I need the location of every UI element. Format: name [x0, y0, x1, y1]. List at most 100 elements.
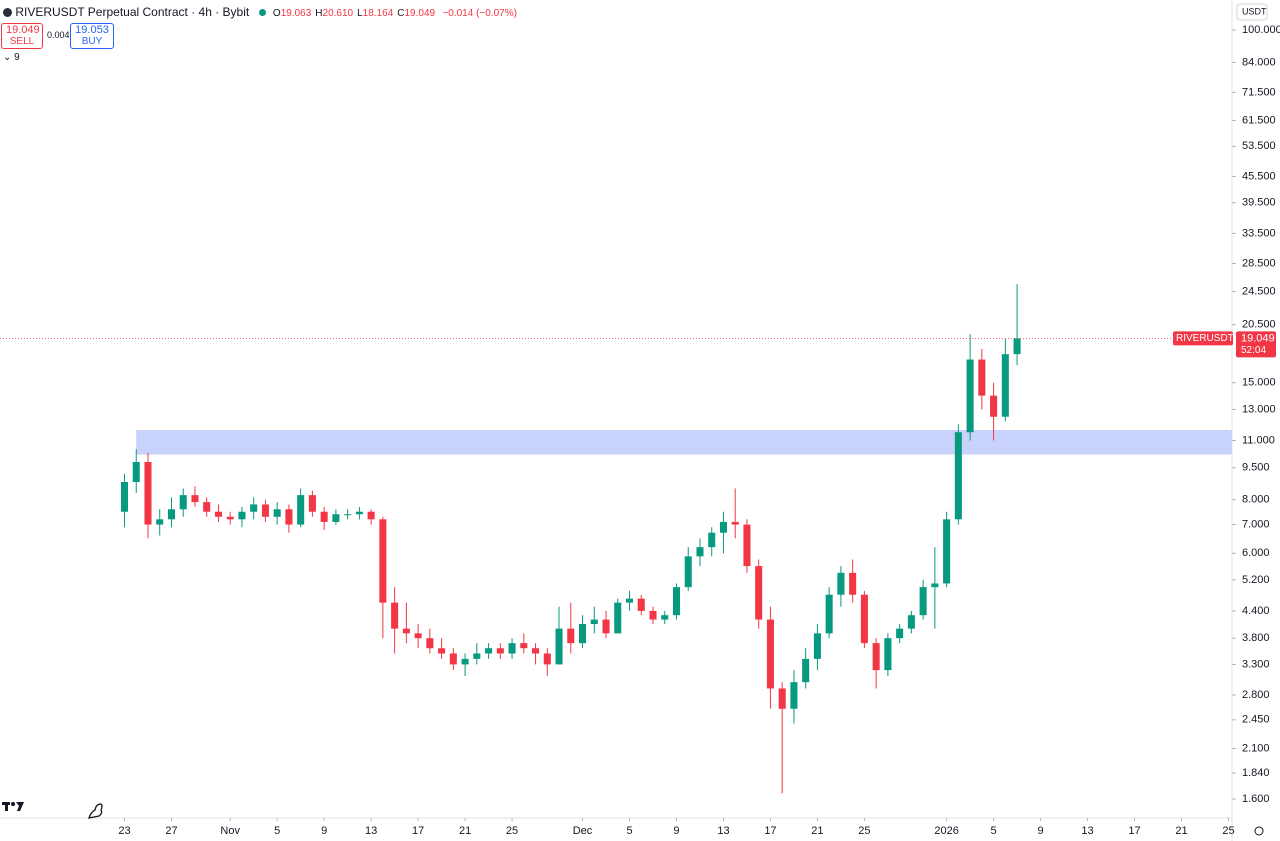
candle-body [696, 547, 704, 557]
candle-body [496, 648, 504, 654]
candle-body [672, 587, 681, 616]
candle-body [579, 624, 587, 644]
y-tick-label: 6.000 [1242, 547, 1270, 559]
tv-logo [2, 802, 24, 811]
sell-button[interactable]: 19.049 SELL [1, 23, 43, 49]
indicators-toggle[interactable]: ⌄ 9 [3, 52, 20, 63]
replay-icon[interactable] [88, 803, 103, 819]
y-tick-label: 5.200 [1242, 574, 1270, 586]
candle-body [332, 514, 340, 522]
y-tick-label: 39.500 [1242, 197, 1276, 209]
y-tick-label: 8.000 [1242, 494, 1270, 506]
buy-price: 19.053 [75, 24, 109, 36]
candle-body [931, 583, 939, 588]
symbol-title: RIVERUSDT Perpetual Contract · 4h · Bybi… [15, 5, 250, 19]
x-tick-label: 25 [506, 825, 518, 837]
candle-body [355, 511, 363, 515]
candle-body [731, 521, 739, 525]
symbol-tag-bg [1173, 331, 1233, 346]
candle-body [132, 461, 140, 483]
candle-body [461, 658, 469, 665]
candle-body [825, 594, 833, 634]
candle-body [661, 615, 669, 620]
y-tick-label: 3.800 [1242, 632, 1270, 644]
countdown: 52:04 [1241, 345, 1266, 356]
settings-icon[interactable] [1254, 826, 1264, 836]
ohlc-label: L [357, 8, 363, 19]
candle-body [884, 638, 892, 671]
x-tick-label: 13 [1081, 825, 1093, 837]
y-tick-label: 2.450 [1242, 714, 1270, 726]
x-tick-label: Dec [573, 825, 593, 837]
x-tick-label: 23 [118, 825, 130, 837]
candle-body [954, 432, 962, 520]
candle-body [625, 598, 634, 603]
x-tick-label: 9 [1038, 825, 1044, 837]
x-tick-label: 21 [459, 825, 471, 837]
candle-body [226, 516, 234, 520]
candle-body [273, 509, 281, 517]
candle-body [508, 643, 516, 654]
candle-body [179, 495, 187, 510]
zone [136, 429, 1232, 455]
candle-body [766, 619, 774, 689]
y-tick-label: 53.500 [1242, 140, 1276, 152]
x-tick-label: 9 [321, 825, 327, 837]
candle-body [520, 643, 528, 649]
candle-body [755, 566, 763, 620]
candle-body [426, 638, 434, 649]
candle-body [250, 504, 258, 512]
y-tick-label: 9.500 [1242, 462, 1270, 474]
candle-body [261, 504, 269, 517]
x-tick-label: 21 [811, 825, 823, 837]
x-tick-label: 17 [1128, 825, 1140, 837]
y-tick-label: 33.500 [1242, 227, 1276, 239]
candle-body [719, 521, 727, 533]
candle-body [214, 511, 222, 517]
candle-body [649, 610, 657, 620]
ohlc-value: 19.049 [404, 8, 436, 19]
candle-body [191, 495, 199, 503]
ohlc-label: H [315, 8, 323, 19]
candle-body [978, 359, 986, 396]
candle-body [837, 572, 845, 595]
y-tick-label: 4.400 [1242, 605, 1270, 617]
indicators-count: 9 [14, 52, 20, 63]
y-tick-label: 7.000 [1242, 518, 1270, 530]
buy-button[interactable]: 19.053 BUY [70, 23, 114, 49]
spread: 0.004 [47, 30, 70, 40]
market-status [258, 9, 266, 16]
candle-body [308, 495, 316, 512]
plot-area [120, 284, 1232, 794]
y-tick-label: 11.000 [1242, 434, 1275, 446]
y-tick-label: 2.100 [1242, 742, 1270, 754]
ohlc-value: 20.610 [322, 8, 354, 19]
candle-body [485, 648, 493, 654]
price-tag-bg [1236, 331, 1276, 358]
candle-body [438, 648, 446, 654]
candle-body [872, 643, 880, 671]
y-tick-label: 1.840 [1242, 767, 1270, 779]
change: −0.014 (−0.07%) [442, 8, 517, 19]
currency[interactable]: USDT [1242, 6, 1267, 16]
x-tick-label: 2026 [934, 825, 958, 837]
y-tick-label: 2.800 [1242, 689, 1270, 701]
candle-body [860, 594, 868, 644]
candle-body [602, 619, 610, 634]
candle-body [344, 514, 352, 516]
candle-body [849, 572, 857, 595]
candle-body [567, 628, 575, 644]
y-tick-label: 100.000 [1242, 24, 1280, 36]
candle-body [990, 395, 998, 417]
candle-body [684, 556, 692, 588]
candle-body [391, 602, 399, 629]
candle-body [379, 519, 387, 603]
symbol-tag: RIVERUSDT.P [1176, 333, 1242, 344]
candle-body [473, 653, 481, 659]
candle-body [743, 524, 751, 567]
x-tick-label: 13 [717, 825, 729, 837]
candle-body [966, 359, 974, 433]
currency-box[interactable] [1236, 3, 1268, 21]
